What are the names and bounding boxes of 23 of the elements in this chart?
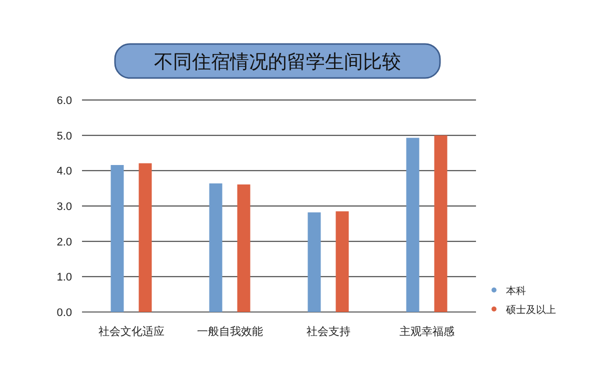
bar xyxy=(110,165,124,312)
bar xyxy=(308,212,321,312)
legend-label: 本科 xyxy=(506,285,526,297)
bar xyxy=(406,138,420,312)
y-tick-label: 3.0 xyxy=(56,201,72,213)
y-tick-label: 6.0 xyxy=(56,95,72,107)
title: 不同住宿情况的留学生间比较 xyxy=(114,43,441,79)
y-tick-label: 1.0 xyxy=(56,272,72,284)
chart-title: 不同住宿情况的留学生间比较 xyxy=(154,51,401,73)
y-tick-label: 5.0 xyxy=(56,130,72,142)
y-tick-label: 0.0 xyxy=(56,307,72,319)
x-tick-label: 社会支持 xyxy=(306,325,350,338)
legend-label: 硕士及以上 xyxy=(505,304,556,316)
x-tick-label: 一般自我效能 xyxy=(196,325,263,338)
bar xyxy=(434,135,448,312)
bar xyxy=(336,211,349,312)
bar xyxy=(237,184,250,312)
x-tick-label: 主观幸福感 xyxy=(399,325,454,338)
y-tick-label: 4.0 xyxy=(56,166,72,178)
x-tick-label: 社会文化适应 xyxy=(98,325,164,338)
bar xyxy=(209,183,222,312)
y-tick-label: 2.0 xyxy=(56,236,72,248)
bar xyxy=(138,163,152,312)
